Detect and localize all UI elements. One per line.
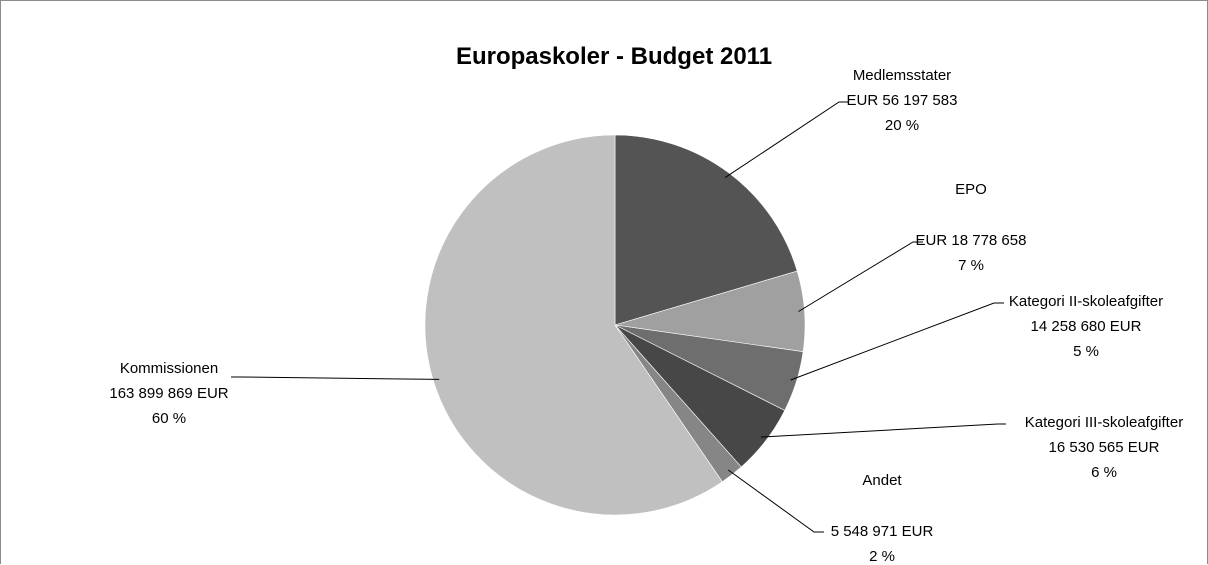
pie-slice-kommissionen [424, 134, 723, 516]
chart-title: Europaskoler - Budget 2011 [456, 43, 772, 70]
slice-label-andet-value: 5 548 971 EUR [831, 523, 934, 540]
leader-line-kommissionen [231, 376, 440, 380]
leader-lines [231, 101, 1006, 533]
pie-slice-medlemsstater [614, 134, 798, 326]
leader-line-medlemsstater [724, 101, 849, 179]
slice-label-kommissionen-value: 163 899 869 EUR [109, 385, 228, 402]
slice-label-epo-name: EPO [955, 181, 987, 198]
slice-label-medlemsstater-percent: 20 % [885, 117, 919, 134]
leader-line-kategori-ii-skoleafgifter [790, 302, 1004, 381]
slice-label-kategori-ii-name: Kategori II-skoleafgifter [1009, 293, 1163, 310]
slice-label-medlemsstater-value: EUR 56 197 583 [847, 92, 958, 109]
slice-label-kommissionen-name: Kommissionen [120, 360, 218, 377]
slice-label-andet-name: Andet [862, 472, 902, 489]
pie-slices [424, 134, 806, 516]
slice-label-epo-value: EUR 18 778 658 [916, 232, 1027, 249]
slice-label-kategori-iii-percent: 6 % [1091, 464, 1117, 481]
leader-line-andet [728, 469, 824, 533]
slice-label-kategori-iii-value: 16 530 565 EUR [1049, 439, 1160, 456]
slice-label-andet-percent: 2 % [869, 548, 895, 565]
leader-line-kategori-iii-skoleafgifter [760, 423, 1006, 438]
slice-label-kategori-iii-name: Kategori III-skoleafgifter [1025, 414, 1183, 431]
slice-label-epo-percent: 7 % [958, 257, 984, 274]
slice-label-kategori-ii-value: 14 258 680 EUR [1031, 318, 1142, 335]
slice-label-kommissionen-percent: 60 % [152, 410, 186, 427]
slice-label-medlemsstater-name: Medlemsstater [853, 67, 951, 84]
leader-line-epo [798, 241, 923, 312]
slice-label-kategori-ii-percent: 5 % [1073, 343, 1099, 360]
